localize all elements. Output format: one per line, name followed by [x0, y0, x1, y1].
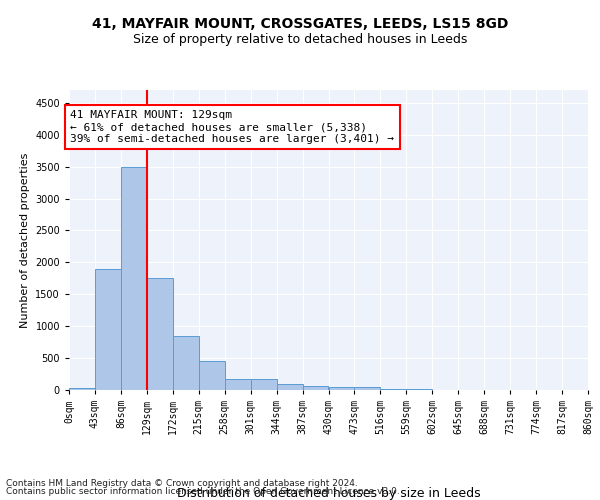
Bar: [147, 278, 173, 390]
Y-axis label: Number of detached properties: Number of detached properties: [20, 152, 29, 328]
Bar: [121, 166, 147, 390]
Text: 41 MAYFAIR MOUNT: 129sqm
← 61% of detached houses are smaller (5,338)
39% of sem: 41 MAYFAIR MOUNT: 129sqm ← 61% of detach…: [70, 110, 394, 144]
Text: Size of property relative to detached houses in Leeds: Size of property relative to detached ho…: [133, 32, 467, 46]
Bar: [355, 388, 380, 390]
Text: Contains public sector information licensed under the Open Government Licence v3: Contains public sector information licen…: [6, 487, 400, 496]
Text: 41, MAYFAIR MOUNT, CROSSGATES, LEEDS, LS15 8GD: 41, MAYFAIR MOUNT, CROSSGATES, LEEDS, LS…: [92, 18, 508, 32]
Bar: [224, 379, 251, 390]
Bar: [380, 388, 406, 390]
Bar: [277, 384, 302, 390]
Bar: [173, 336, 199, 390]
Bar: [95, 268, 121, 390]
Bar: [329, 387, 355, 390]
Text: Contains HM Land Registry data © Crown copyright and database right 2024.: Contains HM Land Registry data © Crown c…: [6, 478, 358, 488]
Bar: [199, 362, 224, 390]
Bar: [302, 386, 329, 390]
X-axis label: Distribution of detached houses by size in Leeds: Distribution of detached houses by size …: [176, 487, 481, 500]
Bar: [69, 388, 95, 390]
Bar: [251, 379, 277, 390]
